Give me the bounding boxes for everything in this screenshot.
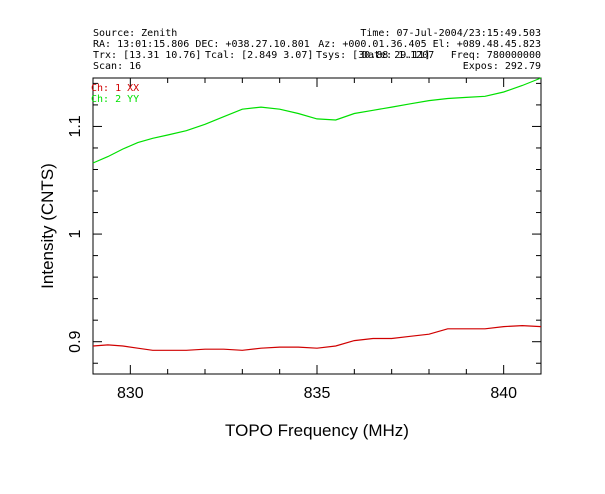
data-series <box>92 77 542 351</box>
y-axis-label: Intensity (CNTS) <box>38 163 57 289</box>
header-freq: Freq: 780000000 <box>451 50 541 61</box>
series-line-ch1 <box>92 324 542 351</box>
x-tick-label: 840 <box>490 385 517 402</box>
x-axis-label: TOPO Frequency (MHz) <box>225 421 409 440</box>
header-tsys: Tsys: [30.88 29.11] <box>316 50 430 61</box>
header-scan: Scan: 16 <box>93 61 141 72</box>
x-tick-label: 835 <box>304 385 331 402</box>
y-tick-label: 1 <box>67 230 84 239</box>
header-ra-dec: RA: 13:01:15.806 DEC: +038.27.10.801 <box>93 39 310 50</box>
legend-series-2: Ch: 2 YY <box>91 94 139 105</box>
y-tick-label: 1.1 <box>67 115 84 137</box>
header-tcal: Tcal: [2.849 3.07] <box>205 50 313 61</box>
header-source: Source: Zenith <box>93 28 177 39</box>
header-trx: Trx: [13.31 10.76] <box>93 50 201 61</box>
header-expos: Expos: 292.79 <box>463 61 541 72</box>
legend-series-1: Ch: 1 XX <box>91 83 139 94</box>
header-az-el: Az: +000.01.36.405 El: +089.48.45.823 <box>318 39 541 50</box>
y-tick-label: 0.9 <box>67 330 84 352</box>
x-tick-label: 830 <box>117 385 144 402</box>
series-line-ch2 <box>92 77 542 164</box>
header-time: Time: 07-Jul-2004/23:15:49.503 <box>360 28 541 39</box>
plot-frame <box>92 77 542 375</box>
header-date-overlap: Date: 1.1207 <box>362 50 434 61</box>
axis-ticks: 830 835 840 0.9 1 1.1 <box>67 78 542 402</box>
